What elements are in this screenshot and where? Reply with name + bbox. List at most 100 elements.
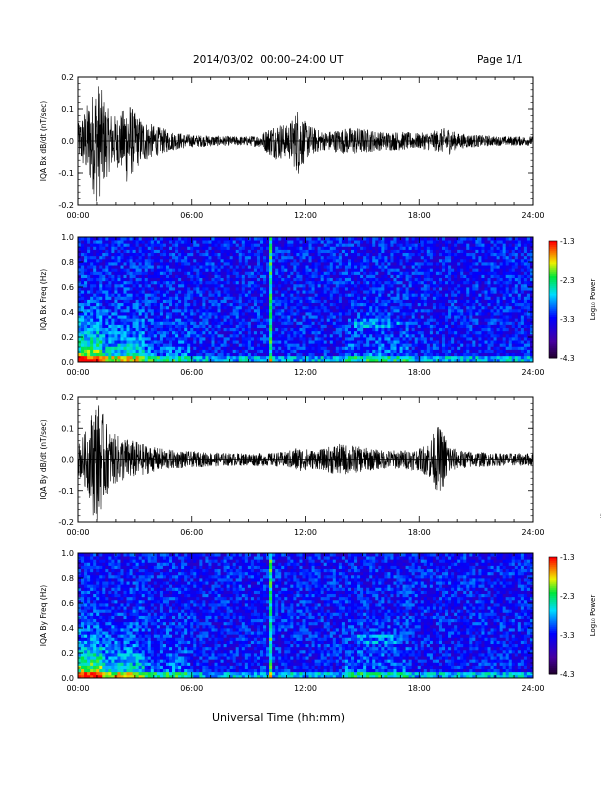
spectrogram-cell: [114, 321, 118, 325]
spectrogram-cell: [208, 312, 212, 316]
spectrogram-cell: [369, 349, 373, 354]
spectrogram-cell: [290, 330, 294, 335]
spectrogram-cell: [393, 327, 397, 332]
spectrogram-cell: [147, 280, 152, 285]
spectrogram-cell: [323, 352, 328, 357]
spectrogram-cell: [129, 287, 133, 291]
spectrogram-cell: [272, 337, 276, 341]
spectrogram-cell: [381, 318, 385, 322]
spectrogram-cell: [381, 262, 385, 266]
spectrogram-cell: [129, 240, 133, 244]
spectrogram-cell: [129, 293, 133, 297]
spectrogram-cell: [193, 299, 197, 304]
spectrogram-cell: [135, 349, 140, 354]
spectrogram-cell: [235, 327, 240, 332]
spectrogram-cell: [135, 249, 140, 254]
spectrogram-cell: [135, 271, 140, 275]
spectrogram-cell: [105, 355, 109, 360]
spectrogram-cell: [96, 324, 100, 329]
spectrogram-cell: [250, 340, 255, 344]
spectrogram-cell: [238, 330, 243, 335]
spectrogram-cell: [429, 243, 434, 247]
spectrogram-cell: [84, 349, 88, 354]
spectrogram-cell: [102, 346, 106, 350]
spectrogram-cell: [335, 240, 340, 244]
spectrogram-cell: [193, 321, 197, 325]
spectrogram-cell: [305, 271, 309, 275]
spectrogram-cell: [162, 340, 167, 344]
spectrogram-cell: [284, 315, 288, 319]
spectrogram-cell: [105, 265, 109, 269]
spectrogram-cell: [111, 287, 115, 291]
spectrogram-cell: [102, 280, 106, 285]
spectrogram-cell: [384, 315, 388, 319]
spectrogram-cell: [253, 243, 258, 247]
spectrogram-cell: [305, 265, 309, 269]
spectrogram-cell: [250, 252, 255, 257]
spectrogram-cell: [120, 283, 124, 288]
spectrogram-cell: [381, 337, 385, 341]
spectrogram-cell: [287, 312, 291, 316]
spectrogram-cell: [266, 252, 270, 257]
spectrogram-cell: [302, 296, 306, 300]
spectrogram-cell: [159, 249, 164, 254]
spectrogram-cell: [229, 315, 234, 319]
spectrogram-cell: [144, 324, 149, 329]
spectrogram-cell: [147, 283, 152, 288]
spectrogram-cell: [369, 287, 373, 291]
spectrogram-cell: [347, 333, 352, 338]
spectrogram-cell: [281, 240, 285, 244]
spectrogram-cell: [232, 240, 237, 244]
spectrogram-cell: [250, 237, 255, 241]
spectrogram-cell: [372, 280, 376, 285]
spectrogram-cell: [311, 321, 315, 325]
spectrogram-cell: [223, 333, 228, 338]
spectrogram-cell: [320, 271, 325, 275]
spectrogram-cell: [169, 265, 173, 269]
spectrogram-cell: [323, 255, 328, 260]
spectrogram-cell: [187, 280, 191, 285]
spectrogram-cell: [93, 302, 97, 307]
spectrogram-cell: [287, 255, 291, 260]
spectrogram-cell: [314, 243, 319, 247]
spectrogram-cell: [411, 302, 416, 307]
spectrogram-cell: [302, 271, 306, 275]
spectrogram-cell: [269, 237, 273, 241]
spectrogram-cell: [263, 255, 267, 260]
spectrogram-cell: [354, 346, 358, 350]
spectrogram-cell: [360, 262, 364, 266]
spectrogram-cell: [314, 293, 319, 297]
spectrogram-cell: [175, 333, 179, 338]
spectrogram-cell: [351, 262, 355, 266]
spectrogram-cell: [335, 330, 340, 335]
spectrogram-cell: [417, 283, 422, 288]
spectrogram-cell: [411, 296, 416, 300]
spectrogram-cell: [381, 280, 385, 285]
spectrogram-cell: [162, 337, 167, 341]
spectrogram-cell: [375, 262, 379, 266]
spectrogram-cell: [175, 287, 179, 291]
spectrogram-cell: [399, 330, 403, 335]
spectrogram-cell: [432, 265, 437, 269]
spectrogram-cell: [169, 255, 173, 260]
spectrogram-cell: [241, 346, 246, 350]
spectrogram-cell: [250, 265, 255, 269]
spectrogram-cell: [308, 249, 312, 254]
spectrogram-cell: [275, 302, 279, 307]
spectrogram-cell: [278, 287, 282, 291]
spectrogram-cell: [438, 333, 443, 338]
spectrogram-cell: [108, 349, 112, 354]
spectrogram-cell: [417, 296, 422, 300]
spectrogram-cell: [408, 318, 413, 322]
spectrogram-cell: [272, 340, 276, 344]
spectrogram-cell: [347, 246, 352, 250]
spectrogram-cell: [308, 349, 312, 354]
spectrogram-cell: [241, 321, 246, 325]
spectrogram-cell: [263, 358, 267, 363]
spectrogram-cell: [284, 293, 288, 297]
spectrogram-cell: [414, 308, 419, 313]
spectrogram-cell: [372, 318, 376, 322]
spectrogram-cell: [269, 265, 273, 269]
spectrogram-cell: [253, 246, 258, 250]
spectrogram-cell: [390, 358, 394, 363]
